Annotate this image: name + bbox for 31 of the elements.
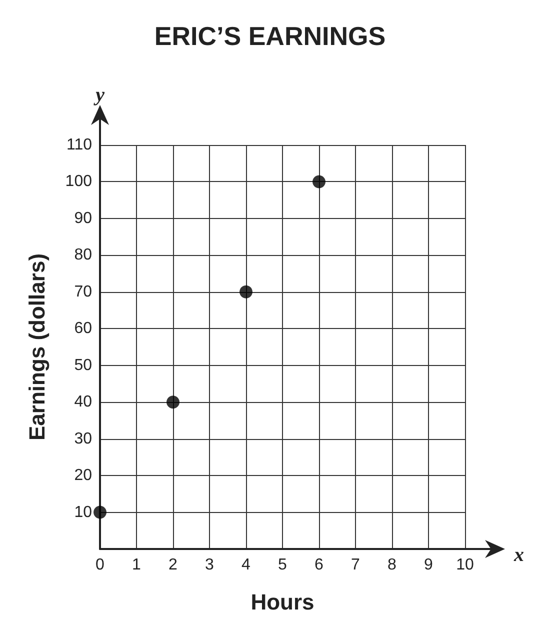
y-tick-label: 30 (74, 430, 92, 448)
y-tick-label: 80 (74, 246, 92, 264)
x-axis-title: Hours (250, 590, 314, 614)
y-tick-label: 20 (74, 467, 92, 484)
x-tick-label: 0 (96, 556, 105, 574)
point (94, 506, 106, 519)
y-tick-label: 90 (74, 210, 92, 227)
x-tick-label: 3 (205, 556, 214, 574)
chart-title: ERIC’S EARNINGS (154, 21, 386, 51)
x-tick-label: 6 (314, 556, 324, 574)
y-tick-label: 60 (74, 320, 92, 338)
point (166, 396, 180, 409)
y-axis-title: Earnings (dollars) (24, 253, 50, 441)
x-tick-label: 2 (168, 556, 178, 574)
y-tick-label: 40 (74, 394, 92, 411)
y-tick-label: 10 (74, 504, 92, 521)
text: x (513, 544, 524, 566)
y-tick-label: 70 (74, 283, 92, 300)
x-tick-label: 10 (456, 556, 474, 574)
y-tick-label: 100 (65, 173, 92, 190)
x-tick-label: 9 (424, 556, 434, 574)
text: y (94, 84, 105, 106)
x-tick-label: 8 (388, 556, 397, 574)
x-tick-label: 5 (278, 556, 288, 574)
point (240, 285, 252, 298)
x-tick-label: 7 (351, 556, 360, 574)
point (312, 175, 326, 188)
y-tick-label: 110 (66, 136, 92, 154)
x-tick-label: 4 (242, 556, 251, 574)
y-tick-label: 50 (74, 356, 92, 374)
x-tick-label: 1 (132, 556, 142, 574)
